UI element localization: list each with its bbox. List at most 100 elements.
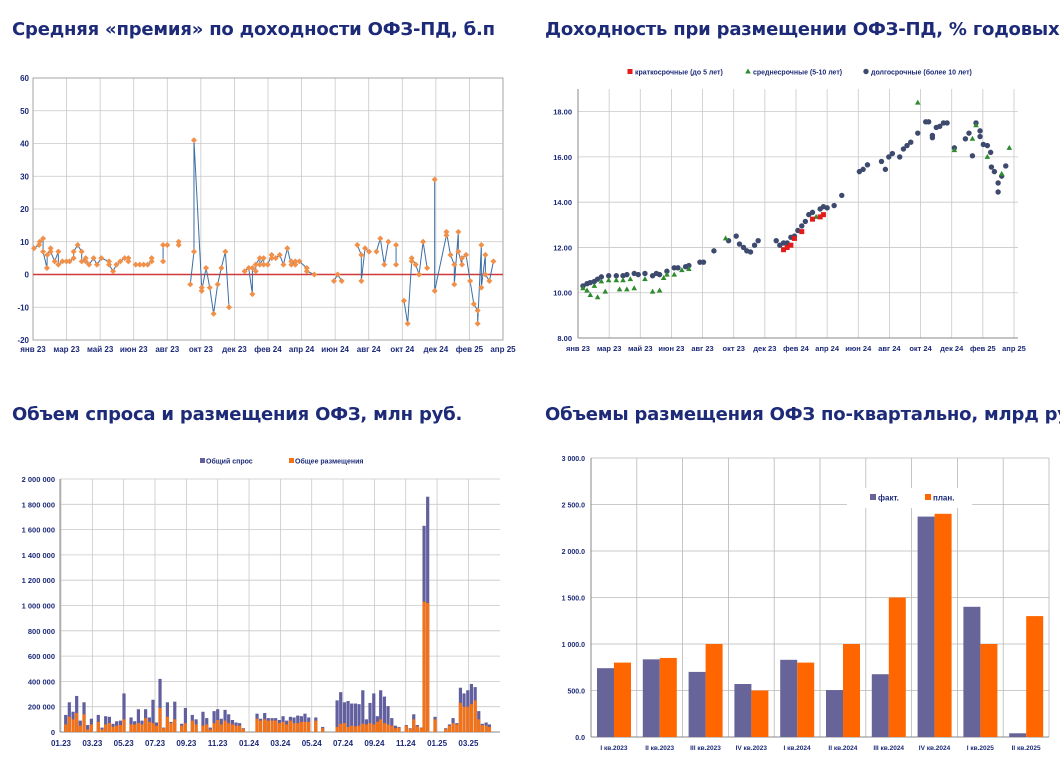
bar-placement <box>270 720 274 732</box>
data-point <box>70 255 77 262</box>
data-point-circle <box>991 168 998 175</box>
data-point-triangle <box>969 135 976 141</box>
data-point-triangle <box>664 271 670 277</box>
data-point-triangle <box>620 277 626 283</box>
bar-demand <box>335 700 339 732</box>
data-point <box>86 261 93 268</box>
data-point <box>482 271 489 278</box>
data-point-triangle <box>602 288 609 294</box>
x-tick-label: 03.25 <box>458 739 479 748</box>
data-point-circle <box>944 120 950 126</box>
data-point <box>66 258 73 265</box>
bar-plan <box>614 662 631 737</box>
bar-placement <box>288 720 293 732</box>
data-point <box>63 258 70 265</box>
bar-placement <box>154 725 159 732</box>
bar-fact <box>734 683 752 737</box>
bar-placement <box>415 726 419 732</box>
bar-placement <box>129 724 133 732</box>
data-point-circle <box>802 218 809 225</box>
data-point <box>284 245 291 252</box>
data-point-triangle <box>973 122 979 128</box>
data-point <box>431 176 438 183</box>
data-point-circle <box>904 142 910 149</box>
bar-plan <box>659 657 677 737</box>
data-point <box>451 261 458 268</box>
x-tick-label: 01.23 <box>51 739 72 748</box>
data-point <box>190 248 197 255</box>
category-label: II кв.2023 <box>645 745 674 752</box>
x-tick-label: апр 25 <box>1002 344 1026 353</box>
data-point-circle <box>839 192 845 199</box>
data-point-circle <box>736 241 743 247</box>
data-point <box>117 258 124 265</box>
bar-demand <box>346 701 350 732</box>
data-point <box>106 258 113 265</box>
x-tick-label: июн 23 <box>658 344 684 353</box>
data-point <box>455 248 462 255</box>
data-point <box>474 307 481 314</box>
data-point-circle <box>980 141 987 148</box>
data-point <box>385 238 392 245</box>
bar-placement <box>426 602 430 732</box>
data-point-triangle <box>605 277 612 283</box>
data-point-circle <box>1003 163 1009 169</box>
bar-placement <box>133 724 137 732</box>
data-point <box>412 261 419 268</box>
x-tick-label: 11.23 <box>208 739 228 748</box>
data-point-triangle <box>642 276 648 282</box>
bar-placement <box>96 721 100 732</box>
bar-demand <box>104 716 108 732</box>
data-point-triangle <box>584 287 590 293</box>
data-point <box>245 264 252 271</box>
y-tick-label: 20 <box>20 205 29 214</box>
y-tick-label: 30 <box>20 172 29 181</box>
data-point-circle <box>929 134 936 141</box>
bar-demand <box>350 703 354 732</box>
y-tick-label: 200 000 <box>28 703 55 712</box>
data-point-circle <box>671 265 677 271</box>
data-point <box>292 258 299 265</box>
category-label: III кв.2023 <box>690 745 721 752</box>
category-label: I кв.2023 <box>600 745 628 752</box>
data-point-triangle <box>1006 144 1013 150</box>
x-tick-label: авг 24 <box>357 345 381 354</box>
chart-title-yield: Доходность при размещении ОФЗ-ПД, % годо… <box>545 19 1060 40</box>
y-tick-label: 800 000 <box>28 627 55 636</box>
category-label: IV кв.2023 <box>736 745 768 752</box>
x-tick-label: окт 24 <box>909 344 932 353</box>
bar-placement <box>375 721 379 732</box>
bar-placement <box>379 719 383 732</box>
bar-placement <box>353 726 358 732</box>
bar-demand <box>173 701 177 732</box>
x-tick-label: апр 24 <box>815 344 840 353</box>
data-point <box>482 251 489 258</box>
data-point <box>338 278 345 285</box>
data-point <box>78 258 85 265</box>
bar-placement <box>382 723 387 732</box>
data-point-square <box>784 244 790 250</box>
chart-title-quarterly: Объемы размещения ОФЗ по-квартально, млр… <box>545 404 1060 425</box>
data-point-circle <box>700 259 707 265</box>
data-point-square <box>799 229 805 235</box>
data-point-triangle <box>951 147 958 153</box>
data-point-square <box>810 216 816 222</box>
data-point-circle <box>882 166 889 173</box>
y-tick-label: 12.00 <box>553 243 572 252</box>
bar-placement <box>165 716 169 732</box>
bar-placement <box>412 719 416 732</box>
bar-placement <box>419 728 423 732</box>
data-point-circle <box>656 271 663 278</box>
data-point <box>424 264 431 271</box>
bar-placement <box>455 724 459 732</box>
bar-placement <box>350 725 354 732</box>
category-label: I кв.2025 <box>967 745 995 752</box>
bar-placement <box>147 721 151 732</box>
data-point <box>470 300 477 307</box>
y-tick-label: 1 600 000 <box>22 526 55 535</box>
data-point <box>288 258 295 265</box>
category-label: I кв.2024 <box>784 745 812 752</box>
data-point <box>132 261 139 268</box>
data-point-triangle <box>722 235 729 241</box>
bar-placement <box>266 720 270 732</box>
